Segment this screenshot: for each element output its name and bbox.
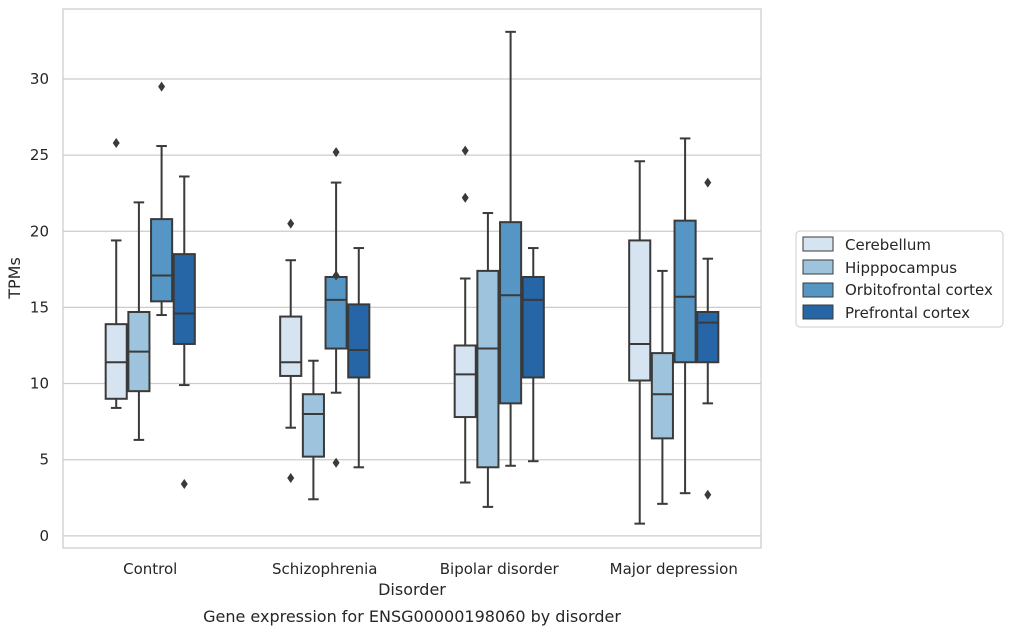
outlier-prefrontal-cortex-major-depression-0 — [704, 489, 712, 500]
y-axis-title: TPMs — [5, 257, 24, 300]
box-cerebellum-schizophrenia — [279, 218, 303, 483]
box-series — [104, 30, 720, 525]
box-hipppocampus-control — [127, 201, 151, 441]
iqr-box-cerebellum-schizophrenia — [279, 315, 303, 377]
x-tick-label-control: Control — [123, 560, 177, 578]
y-tick-label-25: 25 — [30, 146, 49, 164]
box-cerebellum-bipolar-disorder — [453, 145, 477, 484]
iqr-box-prefrontal-cortex-bipolar-disorder — [521, 275, 545, 379]
outlier-cerebellum-schizophrenia-1 — [287, 218, 295, 229]
outlier-cerebellum-schizophrenia-0 — [287, 472, 295, 483]
y-tick-label-30: 30 — [30, 70, 49, 88]
box-cerebellum-control — [104, 137, 128, 409]
iqr-box-hipppocampus-schizophrenia — [301, 393, 325, 458]
iqr-box-cerebellum-major-depression — [628, 239, 652, 382]
y-tick-label-10: 10 — [30, 375, 49, 393]
y-tick-labels: 0 5 10 15 20 25 30 — [30, 70, 49, 545]
outlier-cerebellum-control-0 — [112, 137, 120, 148]
iqr-box-prefrontal-cortex-schizophrenia — [347, 303, 371, 379]
box-hipppocampus-schizophrenia — [301, 359, 325, 501]
legend-label-cerebellum: Cerebellum — [845, 236, 931, 254]
legend-label-orbitofrontal-cortex: Orbitofrontal cortex — [845, 281, 993, 299]
iqr-box-orbitofrontal-cortex-major-depression — [673, 219, 697, 364]
chart-title: Gene expression for ENSG00000198060 by d… — [203, 607, 621, 626]
legend: Cerebellum Hipppocampus Orbitofrontal co… — [795, 230, 1004, 328]
legend-swatch-hippocampus — [802, 259, 834, 275]
iqr-box-cerebellum-bipolar-disorder — [453, 344, 477, 419]
plot-frame — [62, 8, 762, 549]
box-hipppocampus-bipolar-disorder — [476, 212, 500, 508]
outlier-orbitofrontal-cortex-schizophrenia-1 — [332, 270, 340, 281]
iqr-box-orbitofrontal-cortex-control — [150, 218, 174, 303]
iqr-box-orbitofrontal-cortex-schizophrenia — [324, 275, 348, 350]
legend-frame — [795, 230, 1004, 328]
legend-swatch-prefrontal-cortex — [802, 304, 834, 320]
outlier-prefrontal-cortex-control-0 — [180, 479, 188, 490]
y-tick-label-15: 15 — [30, 298, 49, 316]
legend-label-prefrontal-cortex: Prefrontal cortex — [845, 304, 970, 322]
outlier-cerebellum-bipolar-disorder-1 — [461, 145, 469, 156]
iqr-box-prefrontal-cortex-major-depression — [696, 310, 720, 364]
legend-swatch-orbitofrontal-cortex — [802, 282, 834, 298]
outlier-orbitofrontal-cortex-schizophrenia-2 — [332, 147, 340, 158]
box-prefrontal-cortex-bipolar-disorder — [521, 247, 545, 463]
legend-label-hippocampus: Hipppocampus — [845, 259, 957, 277]
legend-swatch-cerebellum — [802, 236, 834, 252]
box-prefrontal-cortex-control — [172, 175, 196, 490]
box-orbitofrontal-cortex-major-depression — [673, 137, 697, 495]
x-axis-title: Disorder — [378, 580, 446, 599]
x-tick-label-bipolar-disorder: Bipolar disorder — [440, 560, 560, 578]
outlier-orbitofrontal-cortex-control-0 — [158, 81, 166, 92]
x-tick-label-schizophrenia: Schizophrenia — [272, 560, 377, 578]
x-tick-labels: Control Schizophrenia Bipolar disorder Majo… — [123, 560, 738, 578]
iqr-box-orbitofrontal-cortex-bipolar-disorder — [499, 221, 523, 405]
box-orbitofrontal-cortex-schizophrenia — [324, 147, 348, 468]
y-tick-label-5: 5 — [39, 451, 49, 469]
iqr-box-hipppocampus-major-depression — [650, 352, 674, 440]
y-tick-label-20: 20 — [30, 222, 49, 240]
outlier-prefrontal-cortex-major-depression-1 — [704, 177, 712, 188]
iqr-box-prefrontal-cortex-control — [172, 253, 196, 345]
iqr-box-hipppocampus-bipolar-disorder — [476, 269, 500, 469]
box-prefrontal-cortex-schizophrenia — [347, 247, 371, 469]
outlier-cerebellum-bipolar-disorder-0 — [461, 192, 469, 203]
box-orbitofrontal-cortex-control — [150, 81, 174, 317]
outlier-orbitofrontal-cortex-schizophrenia-0 — [332, 457, 340, 468]
box-cerebellum-major-depression — [628, 160, 652, 525]
y-tick-label-0: 0 — [39, 527, 49, 545]
box-hipppocampus-major-depression — [650, 269, 674, 505]
box-orbitofrontal-cortex-bipolar-disorder — [499, 30, 523, 467]
box-prefrontal-cortex-major-depression — [696, 177, 720, 500]
x-tick-label-major-depression: Major depression — [610, 560, 738, 578]
